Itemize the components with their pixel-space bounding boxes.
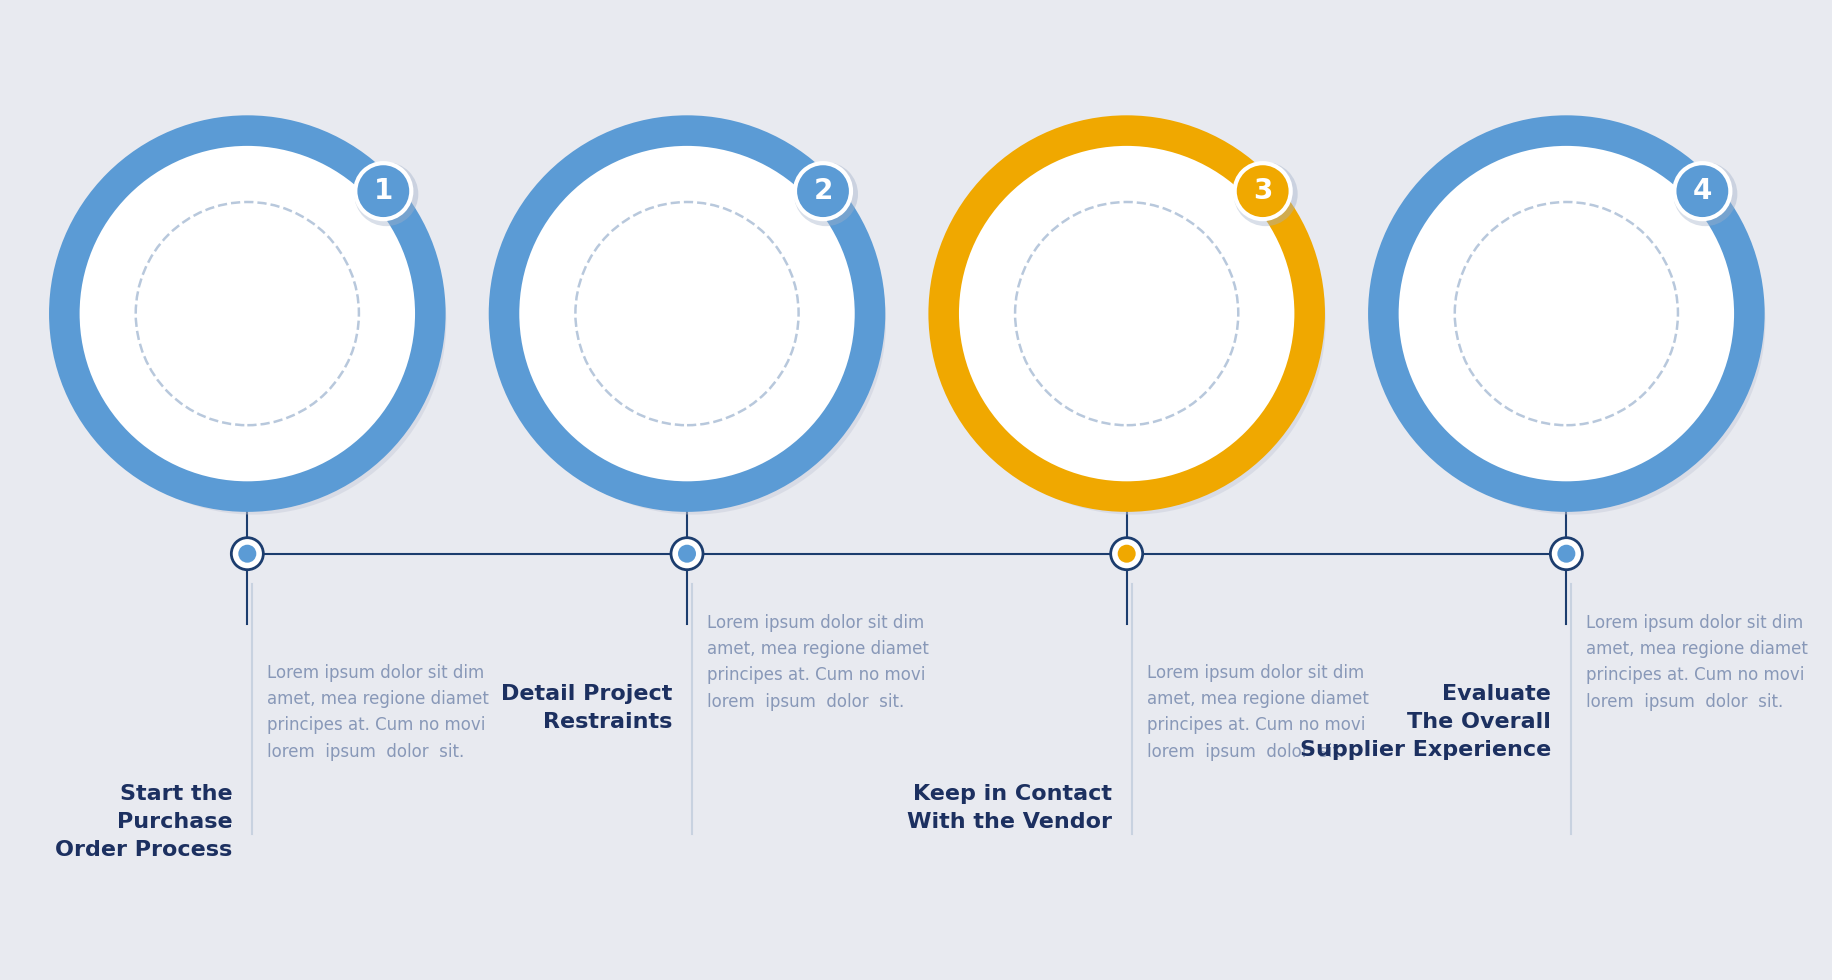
Circle shape: [793, 162, 857, 226]
Circle shape: [940, 128, 1326, 514]
Circle shape: [354, 162, 418, 226]
Text: 3: 3: [1253, 177, 1273, 205]
Circle shape: [504, 130, 870, 497]
Text: Lorem ipsum dolor sit dim
amet, mea regione diamet
principes at. Cum no movi
lor: Lorem ipsum dolor sit dim amet, mea regi…: [707, 613, 929, 710]
Circle shape: [1673, 162, 1737, 226]
Text: Detail Project
Restraints: Detail Project Restraints: [500, 684, 672, 732]
Circle shape: [1411, 159, 1722, 468]
Text: 2: 2: [813, 177, 834, 205]
Circle shape: [795, 163, 852, 220]
Text: 1: 1: [374, 177, 392, 205]
Circle shape: [355, 163, 412, 220]
Text: Lorem ipsum dolor sit dim
amet, mea regione diamet
principes at. Cum no movi
lor: Lorem ipsum dolor sit dim amet, mea regi…: [1147, 663, 1369, 760]
Circle shape: [1383, 130, 1750, 497]
Circle shape: [500, 128, 887, 514]
Circle shape: [231, 538, 264, 569]
Circle shape: [1550, 538, 1583, 569]
Text: Lorem ipsum dolor sit dim
amet, mea regione diamet
principes at. Cum no movi
lor: Lorem ipsum dolor sit dim amet, mea regi…: [1587, 613, 1808, 710]
Circle shape: [1674, 163, 1731, 220]
Circle shape: [1235, 163, 1292, 220]
Circle shape: [1557, 545, 1576, 563]
Circle shape: [64, 130, 431, 497]
Circle shape: [1379, 128, 1766, 514]
Circle shape: [671, 538, 703, 569]
Circle shape: [238, 545, 256, 563]
Circle shape: [1233, 162, 1297, 226]
Text: Keep in Contact
With the Vendor: Keep in Contact With the Vendor: [907, 784, 1112, 832]
Circle shape: [531, 159, 843, 468]
Text: Lorem ipsum dolor sit dim
amet, mea regione diamet
principes at. Cum no movi
lor: Lorem ipsum dolor sit dim amet, mea regi…: [267, 663, 489, 760]
Circle shape: [678, 545, 696, 563]
Circle shape: [60, 128, 447, 514]
Circle shape: [1118, 545, 1136, 563]
Circle shape: [971, 159, 1282, 468]
Text: Start the
Purchase
Order Process: Start the Purchase Order Process: [55, 784, 233, 859]
Circle shape: [943, 130, 1310, 497]
Circle shape: [92, 159, 403, 468]
Text: Evaluate
The Overall
Supplier Experience: Evaluate The Overall Supplier Experience: [1301, 684, 1552, 760]
Text: 4: 4: [1693, 177, 1713, 205]
Circle shape: [1110, 538, 1143, 569]
